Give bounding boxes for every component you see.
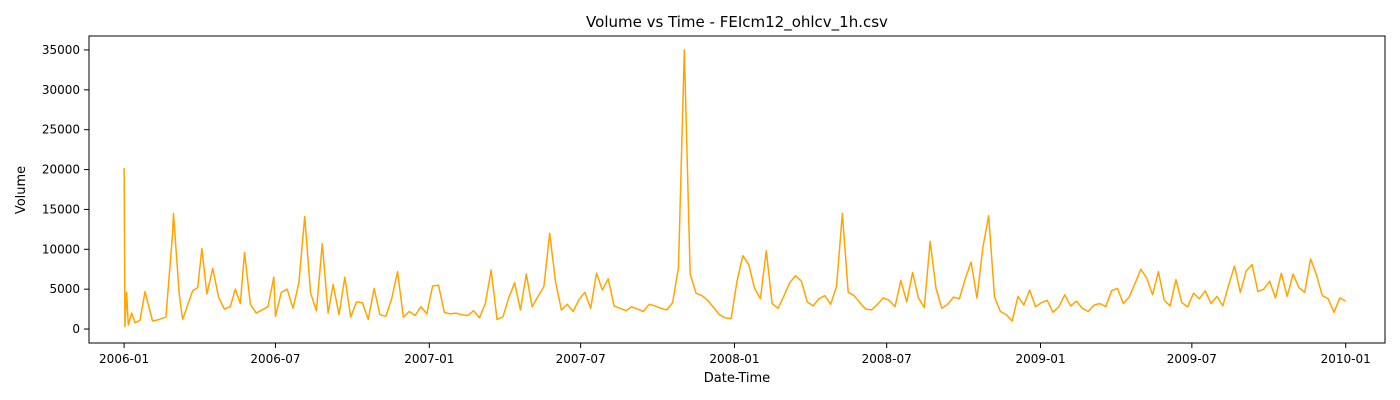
y-tick-label: 25000 <box>42 123 80 137</box>
plot-area <box>123 49 1347 328</box>
y-tick-label: 30000 <box>42 83 80 97</box>
x-axis-label: Date-Time <box>704 371 770 386</box>
x-tick-label: 2006-07 <box>250 352 300 366</box>
plot-frame <box>88 35 1386 344</box>
volume-series-line-0 <box>123 49 1347 328</box>
y-axis-label: Volume <box>14 166 29 214</box>
y-tick-label: 10000 <box>42 242 80 256</box>
y-axis: 0 5000 10000 15000 20000 25000 30000 35000 <box>42 43 89 336</box>
y-tick-label: 20000 <box>42 163 80 177</box>
x-tick-label: 2007-07 <box>556 352 606 366</box>
chart-title: Volume vs Time - FEIcm12_ohlcv_1h.csv <box>586 13 888 32</box>
x-axis: 2006-01 2006-07 2007-01 2007-07 2008-01 2008-… <box>99 343 1371 366</box>
x-tick-label: 2009-01 <box>1015 352 1065 366</box>
y-tick-label: 5000 <box>49 282 80 296</box>
x-tick-label: 2010-01 <box>1321 352 1371 366</box>
x-tick-label: 2008-07 <box>862 352 912 366</box>
x-tick-label: 2007-01 <box>404 352 454 366</box>
y-tick-label: 15000 <box>42 202 80 216</box>
y-tick-label: 35000 <box>42 43 80 57</box>
y-tick-label: 0 <box>72 322 80 336</box>
x-tick-label: 2009-07 <box>1167 352 1217 366</box>
x-tick-label: 2008-01 <box>709 352 759 366</box>
x-tick-label: 2006-01 <box>99 352 149 366</box>
